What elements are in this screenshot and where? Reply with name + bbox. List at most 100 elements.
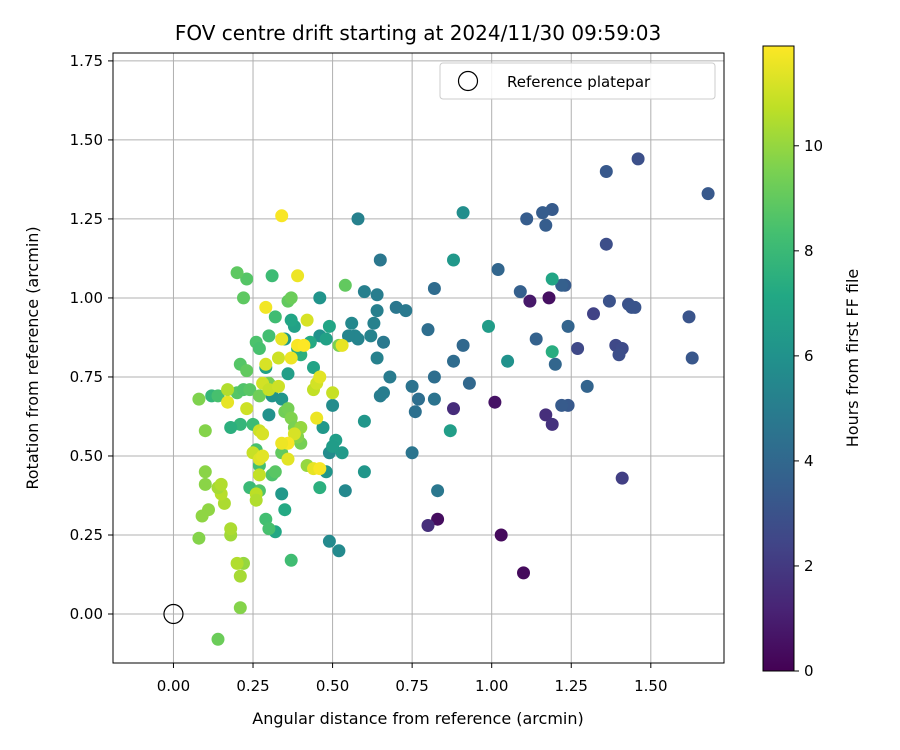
x-tick-label: 0.75 xyxy=(395,677,428,695)
grid-lines xyxy=(113,53,724,663)
colorbar-label: Hours from first FF file xyxy=(843,269,862,448)
data-point xyxy=(631,152,645,166)
data-point xyxy=(281,452,295,466)
data-point xyxy=(262,329,276,343)
data-point xyxy=(357,414,371,428)
data-point xyxy=(536,206,550,220)
x-tick-label: 1.50 xyxy=(634,677,667,695)
data-point xyxy=(370,288,384,302)
x-tick-label: 1.00 xyxy=(475,677,508,695)
data-point xyxy=(494,528,508,542)
colorbar-tick-label: 4 xyxy=(804,452,814,470)
data-points xyxy=(163,152,715,646)
data-point xyxy=(313,481,327,495)
data-point xyxy=(377,386,390,400)
y-tick-label: 0.75 xyxy=(70,368,103,386)
data-point xyxy=(316,421,330,434)
data-point xyxy=(252,342,266,355)
data-point xyxy=(456,338,470,352)
data-point xyxy=(198,477,212,491)
data-point xyxy=(443,424,457,438)
data-point xyxy=(313,370,327,384)
data-point xyxy=(262,408,276,422)
data-point xyxy=(319,332,333,346)
chart-title: FOV centre drift starting at 2024/11/30 … xyxy=(175,21,661,45)
data-point xyxy=(249,493,263,507)
data-point xyxy=(281,367,295,381)
data-point xyxy=(529,332,543,346)
data-point xyxy=(240,402,254,416)
data-point xyxy=(275,332,289,346)
data-point xyxy=(520,212,534,226)
data-point xyxy=(545,417,559,431)
colorbar-tick-label: 8 xyxy=(804,242,814,260)
data-point xyxy=(682,310,696,324)
data-point xyxy=(284,291,298,305)
data-point xyxy=(517,566,530,580)
data-point xyxy=(357,465,371,479)
data-point xyxy=(284,313,298,327)
data-point xyxy=(198,465,212,479)
data-point xyxy=(421,323,435,337)
plot-frame xyxy=(112,52,725,664)
data-point xyxy=(224,522,238,536)
data-point xyxy=(214,477,228,491)
y-tick-label: 1.50 xyxy=(70,131,103,149)
data-point xyxy=(284,351,298,365)
data-point xyxy=(230,266,244,280)
data-point xyxy=(373,253,387,267)
data-point xyxy=(275,436,289,450)
data-point xyxy=(233,601,247,615)
colorbar-tick-label: 10 xyxy=(804,137,823,155)
data-point xyxy=(322,319,336,333)
data-point xyxy=(326,386,340,400)
colorbar-tick-label: 2 xyxy=(804,557,814,575)
data-point xyxy=(221,395,235,409)
data-point xyxy=(297,338,311,352)
x-axis-label: Angular distance from reference (arcmin) xyxy=(252,709,583,728)
data-point xyxy=(233,569,247,583)
data-point xyxy=(338,278,352,292)
data-point xyxy=(539,408,553,422)
data-point xyxy=(364,329,378,343)
data-point xyxy=(555,398,569,412)
data-point xyxy=(326,440,340,453)
data-point xyxy=(211,632,225,646)
data-point xyxy=(198,424,212,438)
data-point xyxy=(335,338,349,352)
data-point xyxy=(342,329,355,343)
data-point xyxy=(561,319,575,333)
data-point xyxy=(357,285,371,299)
y-tick-label: 0.25 xyxy=(70,526,103,544)
data-point xyxy=(237,291,250,305)
data-point xyxy=(542,291,556,305)
data-point xyxy=(345,316,359,330)
data-point xyxy=(275,487,289,501)
colorbar-ticks: 0 2 4 6 8 10 xyxy=(794,137,823,680)
data-point xyxy=(335,446,349,460)
data-point xyxy=(313,462,327,476)
data-point xyxy=(488,395,502,409)
data-point xyxy=(256,427,270,441)
data-point xyxy=(427,370,441,384)
data-point xyxy=(291,269,305,283)
data-point xyxy=(377,335,390,349)
data-point xyxy=(628,300,642,314)
data-point xyxy=(370,351,384,365)
data-point xyxy=(272,379,285,393)
data-point xyxy=(313,291,327,305)
y-tick-label: 1.00 xyxy=(70,289,103,307)
data-point xyxy=(685,351,699,365)
data-point xyxy=(259,300,273,314)
data-point xyxy=(548,357,562,371)
data-point xyxy=(256,449,270,463)
data-point xyxy=(513,285,527,299)
x-tick-label: 0.00 xyxy=(157,677,190,695)
data-point xyxy=(192,392,206,406)
data-point xyxy=(587,307,600,321)
legend-box xyxy=(439,62,716,100)
colorbar-tick-label: 6 xyxy=(804,347,814,365)
data-point xyxy=(545,345,559,359)
x-axis-ticks: 0.00 0.25 0.50 0.75 1.00 1.25 1.50 xyxy=(157,663,668,695)
data-point xyxy=(259,357,273,371)
